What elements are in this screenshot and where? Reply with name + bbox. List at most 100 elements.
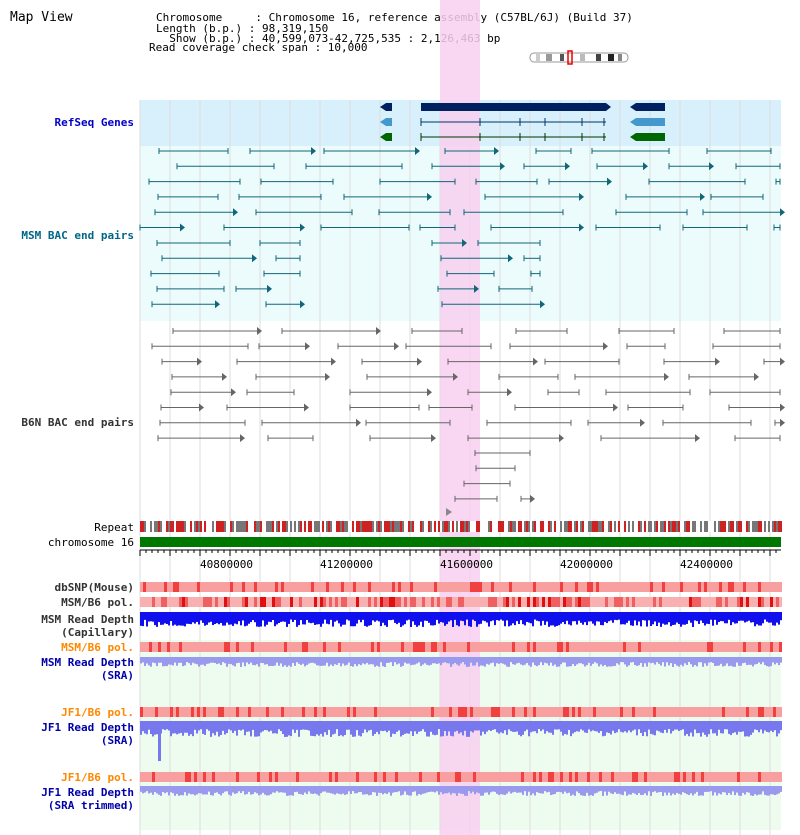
- depth-bar: [472, 721, 474, 733]
- depth-bar: [376, 612, 378, 621]
- heat-cell: [542, 582, 545, 592]
- heat-cell: [524, 597, 527, 607]
- repeat-element: [232, 521, 234, 532]
- repeat-element: [358, 521, 360, 532]
- depth-bar: [562, 657, 564, 663]
- depth-bar: [488, 721, 490, 731]
- depth-bar: [412, 657, 414, 665]
- depth-bar: [454, 612, 456, 620]
- bac-arrow: [257, 327, 262, 335]
- depth-bar: [312, 786, 314, 794]
- depth-bar: [376, 786, 378, 796]
- depth-bar: [556, 786, 558, 792]
- repeat-element: [728, 521, 730, 532]
- depth-bar: [236, 721, 238, 736]
- heat-cell: [185, 772, 188, 782]
- heat-cell: [185, 597, 188, 607]
- bac-arrow: [300, 223, 305, 232]
- depth-bar: [774, 657, 776, 665]
- depth-bar: [600, 786, 602, 792]
- heat-cell: [479, 642, 482, 652]
- depth-bar: [426, 657, 428, 665]
- heat-cell: [305, 582, 308, 592]
- heat-cell: [263, 642, 266, 652]
- heat-cell: [341, 642, 344, 652]
- bac-arrow: [417, 357, 422, 366]
- label-msm-depth-cap-sub: (Capillary): [61, 626, 134, 639]
- heat-cell: [197, 772, 200, 782]
- depth-bar: [430, 721, 432, 732]
- heat-cell: [431, 582, 434, 592]
- depth-bar: [722, 657, 724, 667]
- depth-bar: [516, 657, 518, 664]
- depth-bar: [194, 657, 196, 664]
- heat-cell: [515, 642, 518, 652]
- depth-bar: [594, 657, 596, 663]
- depth-bar: [226, 657, 228, 667]
- heat-cell: [224, 597, 227, 607]
- heat-cell: [350, 582, 353, 592]
- repeat-element: [272, 521, 274, 532]
- heat-cell: [587, 582, 590, 592]
- depth-bar: [156, 786, 158, 794]
- depth-bar: [478, 721, 480, 731]
- repeat-element: [654, 521, 656, 532]
- depth-bar: [188, 612, 190, 624]
- depth-bar: [406, 612, 408, 621]
- depth-bar: [388, 721, 390, 731]
- depth-bar: [306, 612, 308, 620]
- depth-bar: [380, 657, 382, 663]
- depth-bar: [448, 657, 450, 664]
- depth-bar: [638, 612, 640, 622]
- depth-bar: [410, 657, 412, 666]
- heat-cell: [344, 642, 347, 652]
- heat-cell: [467, 642, 470, 652]
- depth-bar: [636, 612, 638, 626]
- heat-cell: [272, 642, 275, 652]
- depth-bar: [366, 786, 368, 795]
- depth-bar: [692, 786, 694, 796]
- repeat-element: [550, 521, 552, 532]
- depth-bar: [484, 657, 486, 667]
- heat-cell: [566, 642, 569, 652]
- depth-bar: [266, 721, 268, 731]
- repeat-element: [244, 521, 246, 532]
- gene-arrow: [630, 133, 636, 141]
- depth-bar: [592, 721, 594, 731]
- heat-cell: [155, 707, 158, 717]
- depth-bar: [448, 721, 450, 732]
- repeat-element: [170, 521, 172, 532]
- heat-cell: [539, 582, 542, 592]
- heat-cell: [779, 582, 782, 592]
- depth-bar: [360, 721, 362, 737]
- heat-cell: [443, 642, 446, 652]
- heat-cell: [143, 582, 146, 592]
- heat-cell: [701, 707, 704, 717]
- heat-cell: [503, 772, 506, 782]
- heat-cell: [575, 597, 578, 607]
- depth-bar: [140, 612, 142, 626]
- depth-bar: [590, 786, 592, 796]
- heat-cell: [473, 642, 476, 652]
- heat-cell: [467, 772, 470, 782]
- depth-bar: [696, 786, 698, 792]
- heat-cell: [278, 582, 281, 592]
- heat-cell: [611, 772, 614, 782]
- depth-bar: [740, 786, 742, 796]
- depth-bar: [344, 657, 346, 666]
- heat-cell: [404, 597, 407, 607]
- heat-cell: [281, 772, 284, 782]
- heat-cell: [149, 597, 152, 607]
- heat-cell: [617, 772, 620, 782]
- heat-cell: [545, 772, 548, 782]
- heat-cell: [284, 582, 287, 592]
- depth-bar: [598, 786, 600, 792]
- depth-bar: [664, 721, 666, 730]
- depth-bar: [410, 612, 412, 627]
- depth-bar: [406, 786, 408, 795]
- depth-bar: [340, 721, 342, 736]
- repeat-element: [448, 521, 450, 532]
- heat-cell: [317, 582, 320, 592]
- heat-cell: [464, 582, 467, 592]
